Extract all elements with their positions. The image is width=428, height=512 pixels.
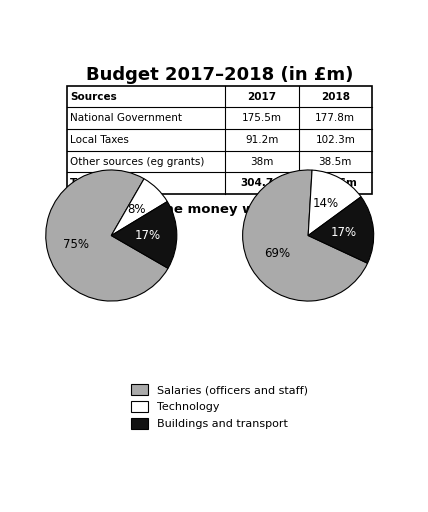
Text: 17%: 17% (331, 225, 357, 239)
Text: 2018: 2018 (289, 511, 327, 512)
Text: 102.3m: 102.3m (315, 135, 355, 145)
Text: How the money was spent: How the money was spent (121, 203, 318, 216)
Text: 2017: 2017 (92, 511, 131, 512)
Text: 175.5m: 175.5m (242, 113, 282, 123)
Wedge shape (111, 202, 177, 268)
Text: 14%: 14% (312, 197, 339, 210)
Wedge shape (111, 179, 167, 236)
Wedge shape (243, 170, 368, 301)
Wedge shape (308, 197, 374, 263)
Wedge shape (308, 170, 361, 236)
Text: 177.8m: 177.8m (315, 113, 355, 123)
Text: 69%: 69% (264, 247, 290, 261)
Text: 2017: 2017 (247, 92, 276, 102)
Text: 17%: 17% (134, 229, 160, 242)
Text: Local Taxes: Local Taxes (70, 135, 129, 145)
Legend: Salaries (officers and staff), Technology, Buildings and transport: Salaries (officers and staff), Technolog… (131, 383, 308, 429)
Text: 75%: 75% (63, 239, 89, 251)
Text: Total: Total (70, 178, 99, 188)
Wedge shape (46, 170, 168, 301)
Text: 91.2m: 91.2m (245, 135, 279, 145)
Text: 318.6m: 318.6m (313, 178, 357, 188)
Text: 304.7m: 304.7m (240, 178, 284, 188)
Text: 8%: 8% (127, 203, 146, 216)
Text: National Government: National Government (70, 113, 182, 123)
FancyBboxPatch shape (67, 86, 372, 194)
Text: 2018: 2018 (321, 92, 350, 102)
Text: Other sources (eg grants): Other sources (eg grants) (70, 157, 205, 166)
Text: Budget 2017–2018 (in £m): Budget 2017–2018 (in £m) (86, 66, 353, 83)
Text: 38m: 38m (250, 157, 274, 166)
Text: 38.5m: 38.5m (318, 157, 352, 166)
Text: Sources: Sources (70, 92, 117, 102)
